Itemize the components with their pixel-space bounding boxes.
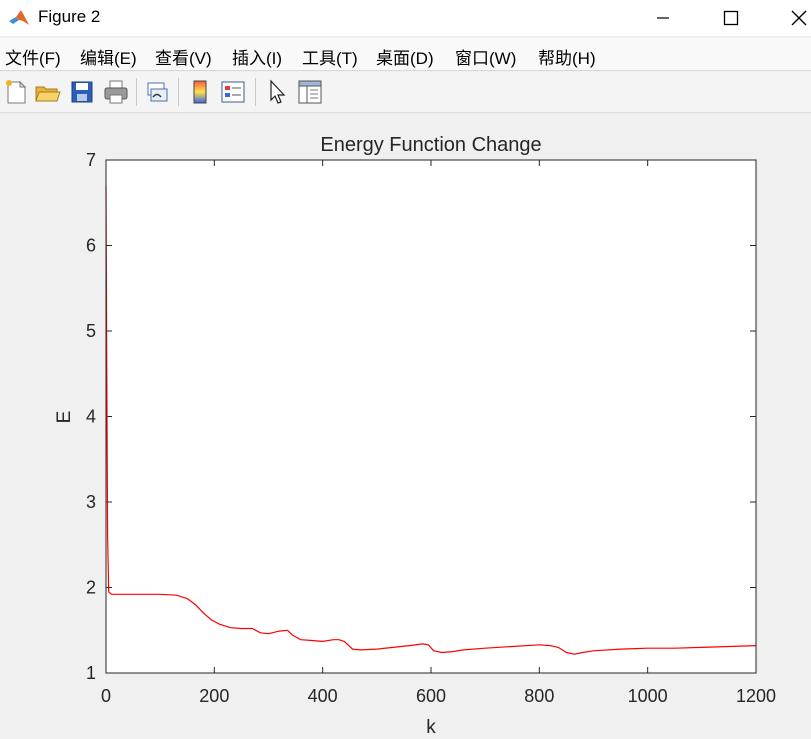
insert-legend-button[interactable]: [219, 78, 247, 106]
link-plot-button[interactable]: [143, 78, 171, 106]
axes-background: [106, 160, 756, 673]
property-inspector-button[interactable]: [296, 78, 324, 106]
y-tick-label: 1: [86, 663, 96, 683]
x-tick-label: 1200: [736, 686, 776, 706]
minimize-button[interactable]: [640, 0, 686, 36]
y-tick-label: 3: [86, 492, 96, 512]
new-figure-button[interactable]: [2, 78, 30, 106]
print-icon: [104, 80, 128, 104]
menu-help[interactable]: 帮助(H): [538, 49, 596, 68]
y-tick-label: 5: [86, 321, 96, 341]
y-tick-label: 6: [86, 236, 96, 256]
y-tick-label: 4: [86, 407, 96, 427]
toolbar-separator: [255, 78, 256, 106]
open-file-icon: [35, 86, 61, 102]
menu-view[interactable]: 查看(V): [155, 49, 212, 68]
edit-plot-button[interactable]: [263, 78, 291, 106]
x-axis-label: k: [426, 717, 436, 738]
toolbar-separator: [136, 78, 137, 106]
link-plot-icon: [147, 82, 168, 102]
close-button[interactable]: [776, 0, 811, 36]
print-button[interactable]: [102, 78, 130, 106]
x-tick-label: 200: [199, 686, 229, 706]
menu-insert[interactable]: 插入(I): [232, 49, 283, 68]
menu-tools[interactable]: 工具(T): [302, 49, 358, 68]
close-icon: [791, 10, 807, 26]
energy-series-line: [105, 185, 757, 655]
window-title: Figure 2: [38, 7, 101, 26]
figure-canvas: Energy Function Change k E 0 200 400 600 800…: [54, 134, 776, 738]
matlab-logo-icon: [9, 10, 29, 25]
insert-colorbar-button[interactable]: [186, 78, 214, 106]
property-inspector-icon: [298, 80, 322, 104]
toolbar-separator: [178, 78, 179, 106]
open-file-button[interactable]: [33, 78, 61, 106]
chart-title: Energy Function Change: [320, 134, 541, 156]
y-axis-label: E: [54, 411, 75, 424]
menu-desktop[interactable]: 桌面(D): [376, 49, 434, 68]
toolbar: [0, 72, 811, 113]
x-tick-label: 400: [308, 686, 338, 706]
menu-edit[interactable]: 编辑(E): [80, 49, 137, 68]
x-tick-label: 800: [524, 686, 554, 706]
insert-legend-icon: [221, 81, 245, 103]
insert-colorbar-icon: [193, 80, 207, 104]
save-icon: [71, 81, 93, 103]
x-tick-label: 0: [101, 686, 111, 706]
maximize-button[interactable]: [708, 0, 754, 36]
title-bar: Figure 2: [0, 0, 811, 36]
y-tick-label: 7: [86, 150, 96, 170]
axes-box: [105, 159, 757, 674]
maximize-icon: [723, 10, 739, 26]
new-figure-icon: [6, 80, 27, 104]
axis-ticks: 0 200 400 600 800 1000 1200 1 2 3 4 5 6 7: [86, 150, 776, 706]
y-tick-label: 2: [86, 578, 96, 598]
save-button[interactable]: [68, 78, 96, 106]
edit-plot-arrow-icon: [270, 79, 286, 104]
menu-window[interactable]: 窗口(W): [455, 49, 517, 68]
minimize-icon: [657, 17, 669, 19]
x-tick-label: 600: [416, 686, 446, 706]
menu-bar: 文件(F) 编辑(E) 查看(V) 插入(I) 工具(T) 桌面(D) 窗口(W…: [0, 38, 811, 71]
menu-file[interactable]: 文件(F): [5, 49, 61, 68]
plot-series: [105, 185, 757, 655]
x-tick-label: 1000: [628, 686, 668, 706]
